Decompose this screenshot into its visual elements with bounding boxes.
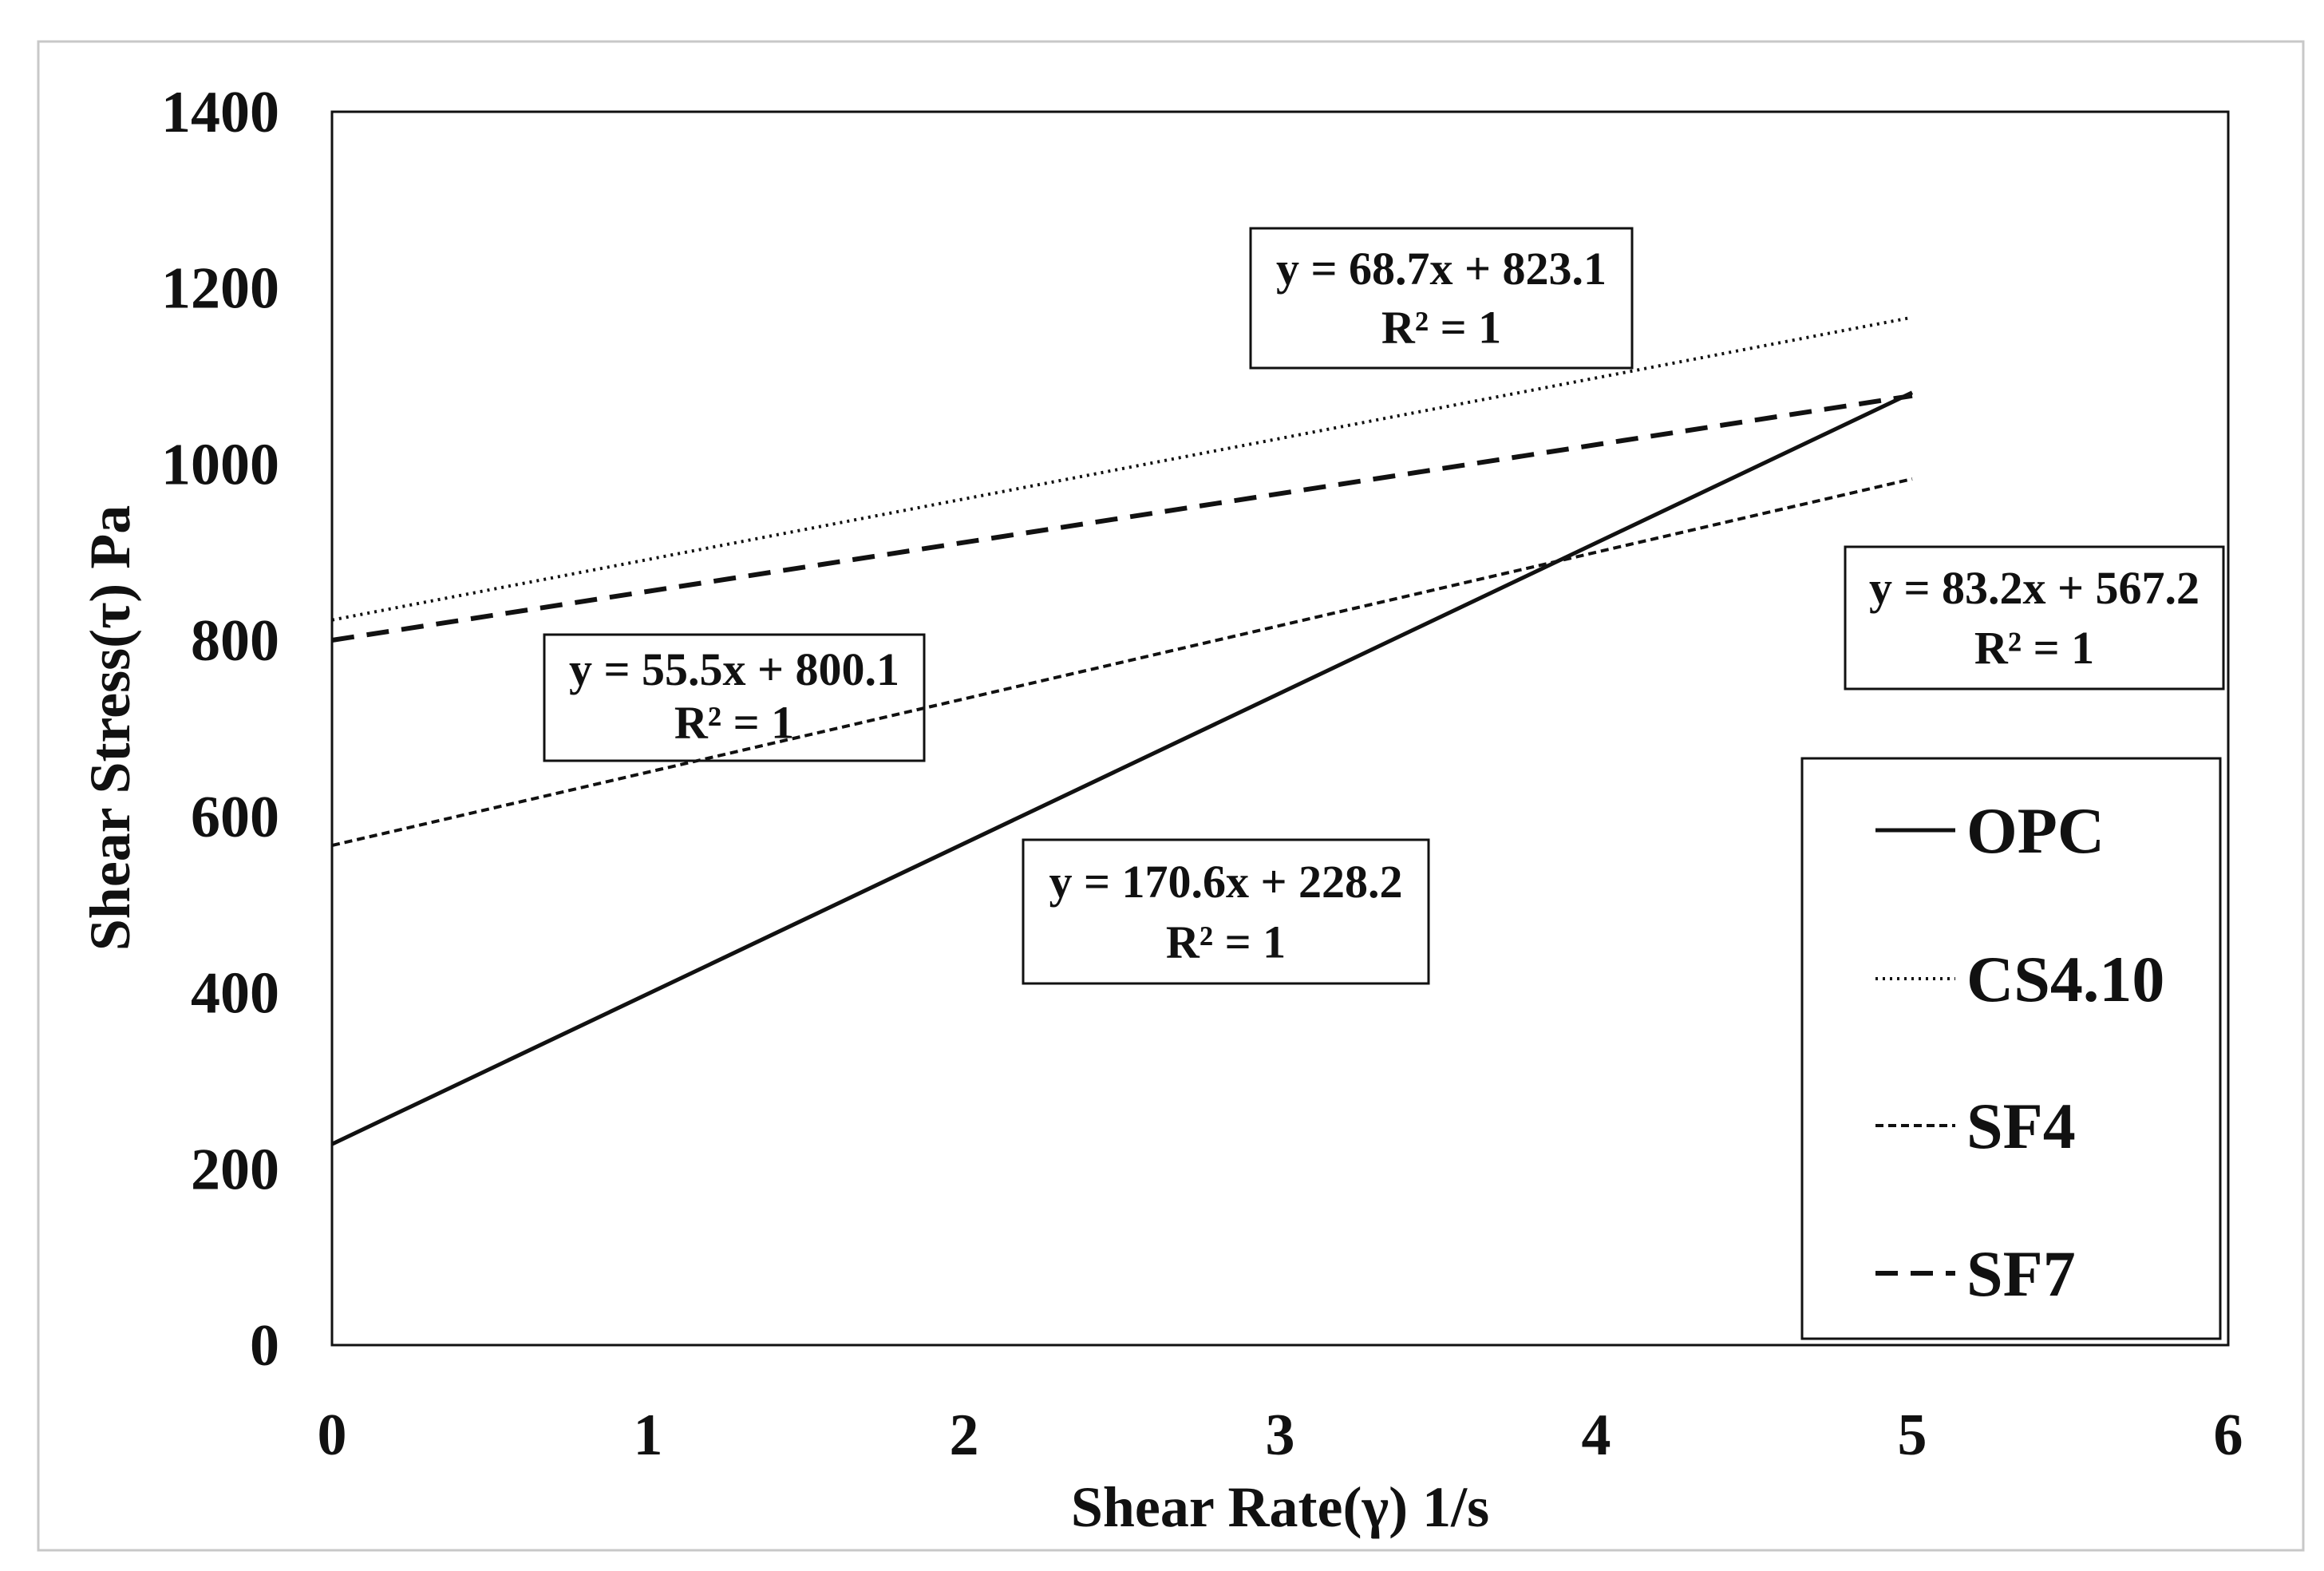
y-tick-label: 400 <box>191 961 279 1027</box>
x-axis-ticks: 0 1 2 3 4 5 6 <box>318 1403 2243 1468</box>
y-axis-ticks: 0 200 400 600 800 1000 1200 1400 <box>161 80 279 1379</box>
equation-text: y = 55.5x + 800.1 <box>569 643 899 695</box>
equation-box <box>1249 227 1634 370</box>
x-tick-label: 5 <box>1898 1403 1927 1468</box>
legend-label: CS4.10 <box>1966 943 2164 1015</box>
r-squared-text: R² = 1 <box>1974 622 2094 674</box>
legend-entries: OPC CS4.10 SF4 SF7 <box>1875 794 2164 1310</box>
legend-label: SF4 <box>1966 1090 2076 1162</box>
series-line-sf4 <box>331 477 1913 848</box>
y-tick-label: 1000 <box>161 432 279 497</box>
figure-frame <box>37 40 2305 1552</box>
x-tick-label: 6 <box>2214 1403 2243 1468</box>
y-tick-label: 1200 <box>161 256 279 322</box>
y-tick-label: 1400 <box>161 80 279 145</box>
equation-text: y = 83.2x + 567.2 <box>1869 562 2200 614</box>
x-tick-label: 4 <box>1582 1403 1611 1468</box>
legend-label: SF7 <box>1966 1237 2076 1310</box>
y-tick-label: 600 <box>191 785 279 850</box>
series-line-opc <box>330 390 1914 1146</box>
x-tick-label: 2 <box>950 1403 979 1468</box>
equation-box <box>1844 545 2225 691</box>
y-axis-title: Shear Stress(τ) Pa <box>78 505 142 952</box>
equation-annotation: y = 170.6x + 228.2 R² = 1 <box>1022 838 1430 985</box>
equation-text: y = 68.7x + 823.1 <box>1276 243 1607 295</box>
x-tick-label: 1 <box>634 1403 663 1468</box>
equation-annotation: y = 83.2x + 567.2 R² = 1 <box>1844 545 2225 691</box>
r-squared-text: R² = 1 <box>674 697 794 749</box>
equation-text: y = 170.6x + 228.2 <box>1049 856 1402 908</box>
y-tick-label: 200 <box>191 1137 279 1202</box>
equation-box <box>1022 838 1430 985</box>
annotation-layer: y = 68.7x + 823.1R² = 1y = 55.5x + 800.1… <box>543 227 2225 985</box>
equation-box <box>543 633 926 762</box>
x-tick-label: 0 <box>318 1403 347 1468</box>
legend-box <box>1800 757 2222 1340</box>
r-squared-text: R² = 1 <box>1166 916 1286 968</box>
legend-label: OPC <box>1966 794 2105 867</box>
series-layer <box>330 315 1914 1146</box>
series-line-sf7 <box>331 393 1913 643</box>
x-tick-label: 3 <box>1266 1403 1295 1468</box>
plot-area <box>330 110 2230 1347</box>
y-tick-label: 800 <box>191 608 279 674</box>
equation-annotation: y = 55.5x + 800.1R² = 1 <box>543 633 926 762</box>
series-line-cs4-10 <box>331 315 1913 622</box>
r-squared-text: R² = 1 <box>1381 302 1501 354</box>
y-tick-label: 0 <box>250 1313 279 1379</box>
x-axis-title: Shear Rate(γ) 1/s <box>1071 1475 1489 1539</box>
equation-annotation: y = 68.7x + 823.1 R² = 1 <box>1249 227 1634 370</box>
legend: OPC CS4.10 SF4 SF7 <box>1800 757 2222 1340</box>
